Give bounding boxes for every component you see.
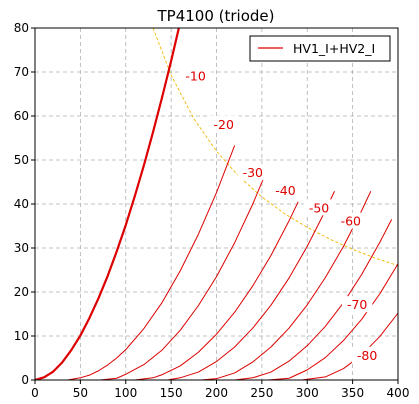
y-tick-label: 70 xyxy=(14,65,29,79)
grid-voltage-label-bg xyxy=(180,67,211,84)
grid-voltage-label-bg xyxy=(208,115,240,132)
x-tick-label: 400 xyxy=(387,386,410,400)
plate-curve-minus-70 xyxy=(268,263,398,380)
y-tick-label: 30 xyxy=(14,241,29,255)
y-tick-label: 0 xyxy=(21,373,29,387)
max-dissipation-line xyxy=(152,28,398,267)
y-tick-label: 20 xyxy=(14,285,29,299)
plate-curve-minus-50 xyxy=(201,191,372,380)
x-tick-label: 100 xyxy=(114,386,137,400)
plate-curve-minus-20 xyxy=(100,171,267,380)
grid-voltage-label: -30 xyxy=(243,165,263,180)
y-tick-label: 10 xyxy=(14,329,29,343)
x-tick-label: 50 xyxy=(73,386,88,400)
y-tick-label: 40 xyxy=(14,197,29,211)
grid-voltage-label: -80 xyxy=(357,348,377,363)
y-tick-label: 80 xyxy=(14,21,29,35)
grid-voltage-label: -20 xyxy=(214,117,234,132)
x-tick-label: 200 xyxy=(205,386,228,400)
x-tick-label: 250 xyxy=(250,386,273,400)
chart-title: TP4100 (triode) xyxy=(157,7,275,25)
grid-voltage-label-bg xyxy=(351,346,383,363)
max-dissipation-curve xyxy=(152,28,398,267)
grid-voltage-label-bg xyxy=(270,181,301,198)
grid-voltage-label-bg xyxy=(335,212,367,229)
grid-voltage-label: -40 xyxy=(275,183,295,198)
grid-voltage-label-bg xyxy=(341,296,373,313)
grid-voltage-label: -70 xyxy=(347,297,367,312)
plate-curve-minus-60 xyxy=(234,219,393,380)
grid-voltage-label-bg xyxy=(303,199,335,216)
legend-box xyxy=(249,35,391,62)
plate-curve-minus-80 xyxy=(301,312,398,380)
grid-voltage-label-bg xyxy=(237,164,269,181)
grid xyxy=(35,28,398,380)
x-tick-label: 350 xyxy=(341,386,364,400)
axis-ticks: 0 50 100 150 200 250 300 350 400 0 10 20 30 40 50 60 70 8… xyxy=(14,21,410,400)
plate-curve-0 xyxy=(35,28,180,380)
plate-curve-minus-30 xyxy=(134,201,299,380)
y-tick-label: 60 xyxy=(14,109,29,123)
plate-curves xyxy=(35,28,398,380)
legend-label: HV1_I+HV2_I xyxy=(293,41,375,56)
x-tick-label: 0 xyxy=(31,386,39,400)
legend: HV1_I+HV2_I xyxy=(249,35,391,62)
x-tick-label: 300 xyxy=(296,386,319,400)
plate-curve-minus-40 xyxy=(167,191,335,380)
y-tick-label: 50 xyxy=(14,153,29,167)
grid-voltage-label: -10 xyxy=(185,68,205,83)
plate-curve-minus-10 xyxy=(67,145,236,380)
grid-voltage-label: -50 xyxy=(309,200,329,215)
grid-voltage-labels: -10 -20 -30 -40 -50 -60 -70 -80 xyxy=(180,67,383,363)
x-tick-label: 150 xyxy=(160,386,183,400)
grid-voltage-label: -60 xyxy=(341,214,361,229)
